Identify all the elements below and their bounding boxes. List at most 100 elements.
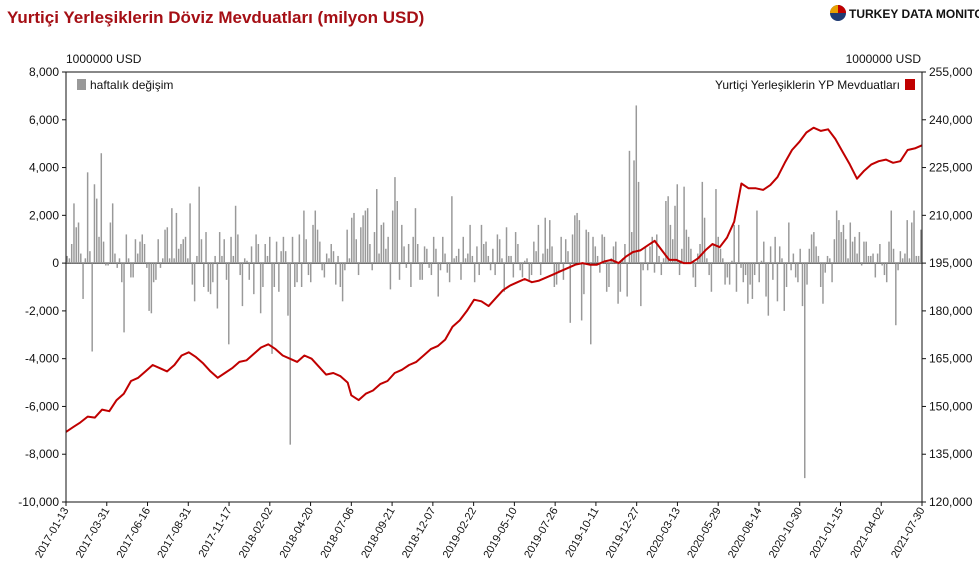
weekly-change-bar	[82, 263, 84, 299]
weekly-change-bar	[68, 258, 71, 264]
x-tick-label: 2019-07-26	[522, 506, 561, 561]
x-tick-label: 2018-12-07	[400, 506, 439, 561]
weekly-change-bar	[656, 234, 658, 264]
weekly-change-bar	[594, 246, 597, 264]
x-tick-label: 2020-10-30	[767, 506, 806, 561]
weekly-change-bar	[412, 236, 414, 264]
weekly-change-bar	[478, 263, 480, 276]
weekly-change-bar	[93, 184, 96, 264]
weekly-change-bar	[296, 263, 298, 283]
weekly-change-bar	[389, 263, 392, 290]
weekly-change-bar	[152, 263, 155, 283]
weekly-change-bar	[772, 263, 774, 280]
weekly-change-bar	[232, 255, 235, 264]
weekly-change-bar	[835, 210, 838, 264]
weekly-change-bar	[159, 263, 162, 268]
weekly-change-bar	[341, 263, 344, 302]
legend-bar: haftalık değişim	[77, 78, 173, 92]
weekly-change-bar	[665, 201, 667, 264]
weekly-change-bar	[637, 181, 640, 264]
weekly-change-bar	[854, 236, 856, 264]
weekly-change-bar	[451, 196, 453, 264]
left-tick-label: 8,000	[29, 65, 59, 79]
weekly-change-bar	[396, 201, 398, 264]
weekly-change-bar	[687, 236, 690, 264]
weekly-change-bar	[328, 258, 330, 264]
weekly-change-bar	[439, 263, 442, 271]
weekly-change-bar	[430, 263, 433, 276]
weekly-change-bar	[432, 236, 435, 264]
weekly-change-bar	[116, 263, 118, 268]
weekly-change-bar	[546, 248, 549, 264]
x-tick-label: 2018-02-02	[237, 506, 276, 561]
weekly-change-bar	[667, 196, 669, 264]
weekly-change-bar	[560, 236, 562, 264]
weekly-change-bar	[619, 263, 622, 292]
weekly-change-bar	[856, 253, 858, 264]
weekly-change-bar	[778, 246, 781, 264]
weekly-change-bar	[164, 229, 166, 264]
weekly-change-bar	[259, 263, 262, 314]
weekly-change-bar	[221, 255, 223, 264]
weekly-change-bar	[644, 246, 647, 264]
weekly-change-bar	[243, 258, 246, 264]
weekly-change-bar	[706, 258, 708, 264]
left-tick-label: -10,000	[18, 495, 59, 509]
weekly-change-bar	[305, 239, 307, 264]
weekly-change-bar	[162, 258, 164, 264]
weekly-change-bar	[874, 263, 877, 278]
weekly-change-bar	[225, 263, 228, 280]
weekly-change-bar	[717, 236, 719, 264]
weekly-change-bar	[382, 222, 385, 264]
weekly-change-bar	[528, 263, 531, 280]
weekly-change-bar	[84, 258, 87, 264]
weekly-change-bar	[576, 212, 578, 264]
weekly-change-bar	[867, 255, 870, 264]
weekly-change-bar	[753, 263, 756, 276]
right-tick-label: 180,000	[929, 304, 973, 318]
weekly-change-bar	[407, 244, 410, 264]
weekly-change-bar	[428, 263, 430, 268]
weekly-change-bar	[763, 241, 765, 264]
weekly-change-bar	[209, 263, 212, 295]
weekly-change-bar	[674, 205, 676, 264]
weekly-change-bar	[109, 222, 112, 264]
weekly-change-bar	[822, 263, 824, 304]
weekly-change-bar	[457, 248, 460, 264]
x-tick-label: 2019-12-27	[604, 506, 643, 561]
right-tick-label: 240,000	[929, 113, 973, 127]
weekly-change-bar	[776, 263, 779, 302]
weekly-change-bar	[715, 189, 717, 264]
weekly-change-bar	[633, 160, 635, 264]
weekly-change-bar	[783, 263, 786, 311]
weekly-change-bar	[510, 255, 512, 264]
weekly-change-bar	[653, 263, 656, 273]
left-tick-label: 0	[52, 256, 59, 270]
weekly-change-bar	[844, 239, 847, 264]
weekly-change-bar	[913, 210, 915, 264]
weekly-change-bar	[681, 248, 683, 264]
weekly-change-bar	[139, 241, 141, 264]
weekly-change-bar	[437, 263, 439, 297]
weekly-change-bar	[503, 263, 505, 292]
weekly-change-bar	[737, 224, 740, 264]
weekly-change-bar	[332, 251, 335, 264]
weekly-change-bar	[300, 263, 303, 287]
weekly-change-bar	[530, 263, 533, 276]
weekly-change-bar	[353, 212, 355, 264]
weekly-change-bar	[455, 255, 458, 264]
weekly-change-bar	[136, 253, 139, 264]
weekly-change-bar	[410, 263, 412, 287]
weekly-change-bar	[756, 210, 758, 264]
weekly-change-bar	[314, 210, 317, 264]
weekly-change-bar	[118, 258, 121, 264]
globe-icon	[830, 5, 846, 21]
weekly-change-bar	[519, 263, 521, 271]
x-tick-label: 2021-07-30	[889, 506, 928, 561]
weekly-change-bar	[391, 210, 394, 264]
weekly-change-bar	[829, 258, 831, 264]
weekly-change-bar	[473, 263, 476, 283]
weekly-change-bar	[230, 236, 232, 264]
weekly-change-bar	[651, 236, 653, 264]
right-tick-label: 255,000	[929, 65, 973, 79]
